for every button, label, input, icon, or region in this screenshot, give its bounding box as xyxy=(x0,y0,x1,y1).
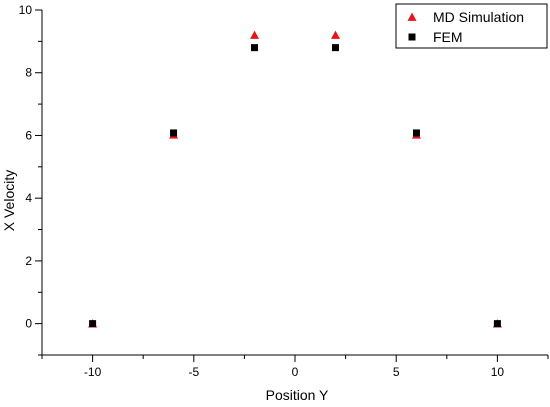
axes-layer: -10 -5 0 5 10 0 2 4 6 8 10 xyxy=(19,3,549,379)
legend-label-fem: FEM xyxy=(433,29,463,45)
x-tick-label: 0 xyxy=(292,365,299,379)
plot-layer xyxy=(88,30,502,328)
x-tick-label: 5 xyxy=(393,365,400,379)
legend-marker-fem xyxy=(408,33,416,41)
fem-point xyxy=(493,320,501,328)
y-tick-label: 10 xyxy=(19,3,33,17)
legend-marker-md-simulation xyxy=(407,12,417,21)
x-tick-label: -10 xyxy=(84,365,102,379)
y-axis-title: X Velocity xyxy=(1,170,17,231)
x-tick-label: 10 xyxy=(491,365,505,379)
md-simulation-point xyxy=(330,30,340,39)
legend-box xyxy=(395,3,548,49)
y-tick-label: 6 xyxy=(25,128,32,142)
series-fem xyxy=(89,44,501,328)
legend-items: MD Simulation FEM xyxy=(407,9,524,45)
y-tick-label: 4 xyxy=(25,191,32,205)
md-simulation-point xyxy=(250,30,260,39)
fem-point xyxy=(170,129,178,137)
legend: MD Simulation FEM xyxy=(395,3,548,49)
series-md-simulation xyxy=(88,30,502,328)
x-tick-label: -5 xyxy=(188,365,199,379)
fem-point xyxy=(331,44,339,52)
fem-point xyxy=(89,320,97,328)
x-axis-title: Position Y xyxy=(266,387,329,403)
fem-point xyxy=(412,129,420,137)
y-tick-label: 8 xyxy=(25,66,32,80)
y-tick-label: 2 xyxy=(25,254,32,268)
y-tick-label: 0 xyxy=(25,317,32,331)
legend-label-md-simulation: MD Simulation xyxy=(433,9,524,25)
fem-point xyxy=(251,44,259,52)
